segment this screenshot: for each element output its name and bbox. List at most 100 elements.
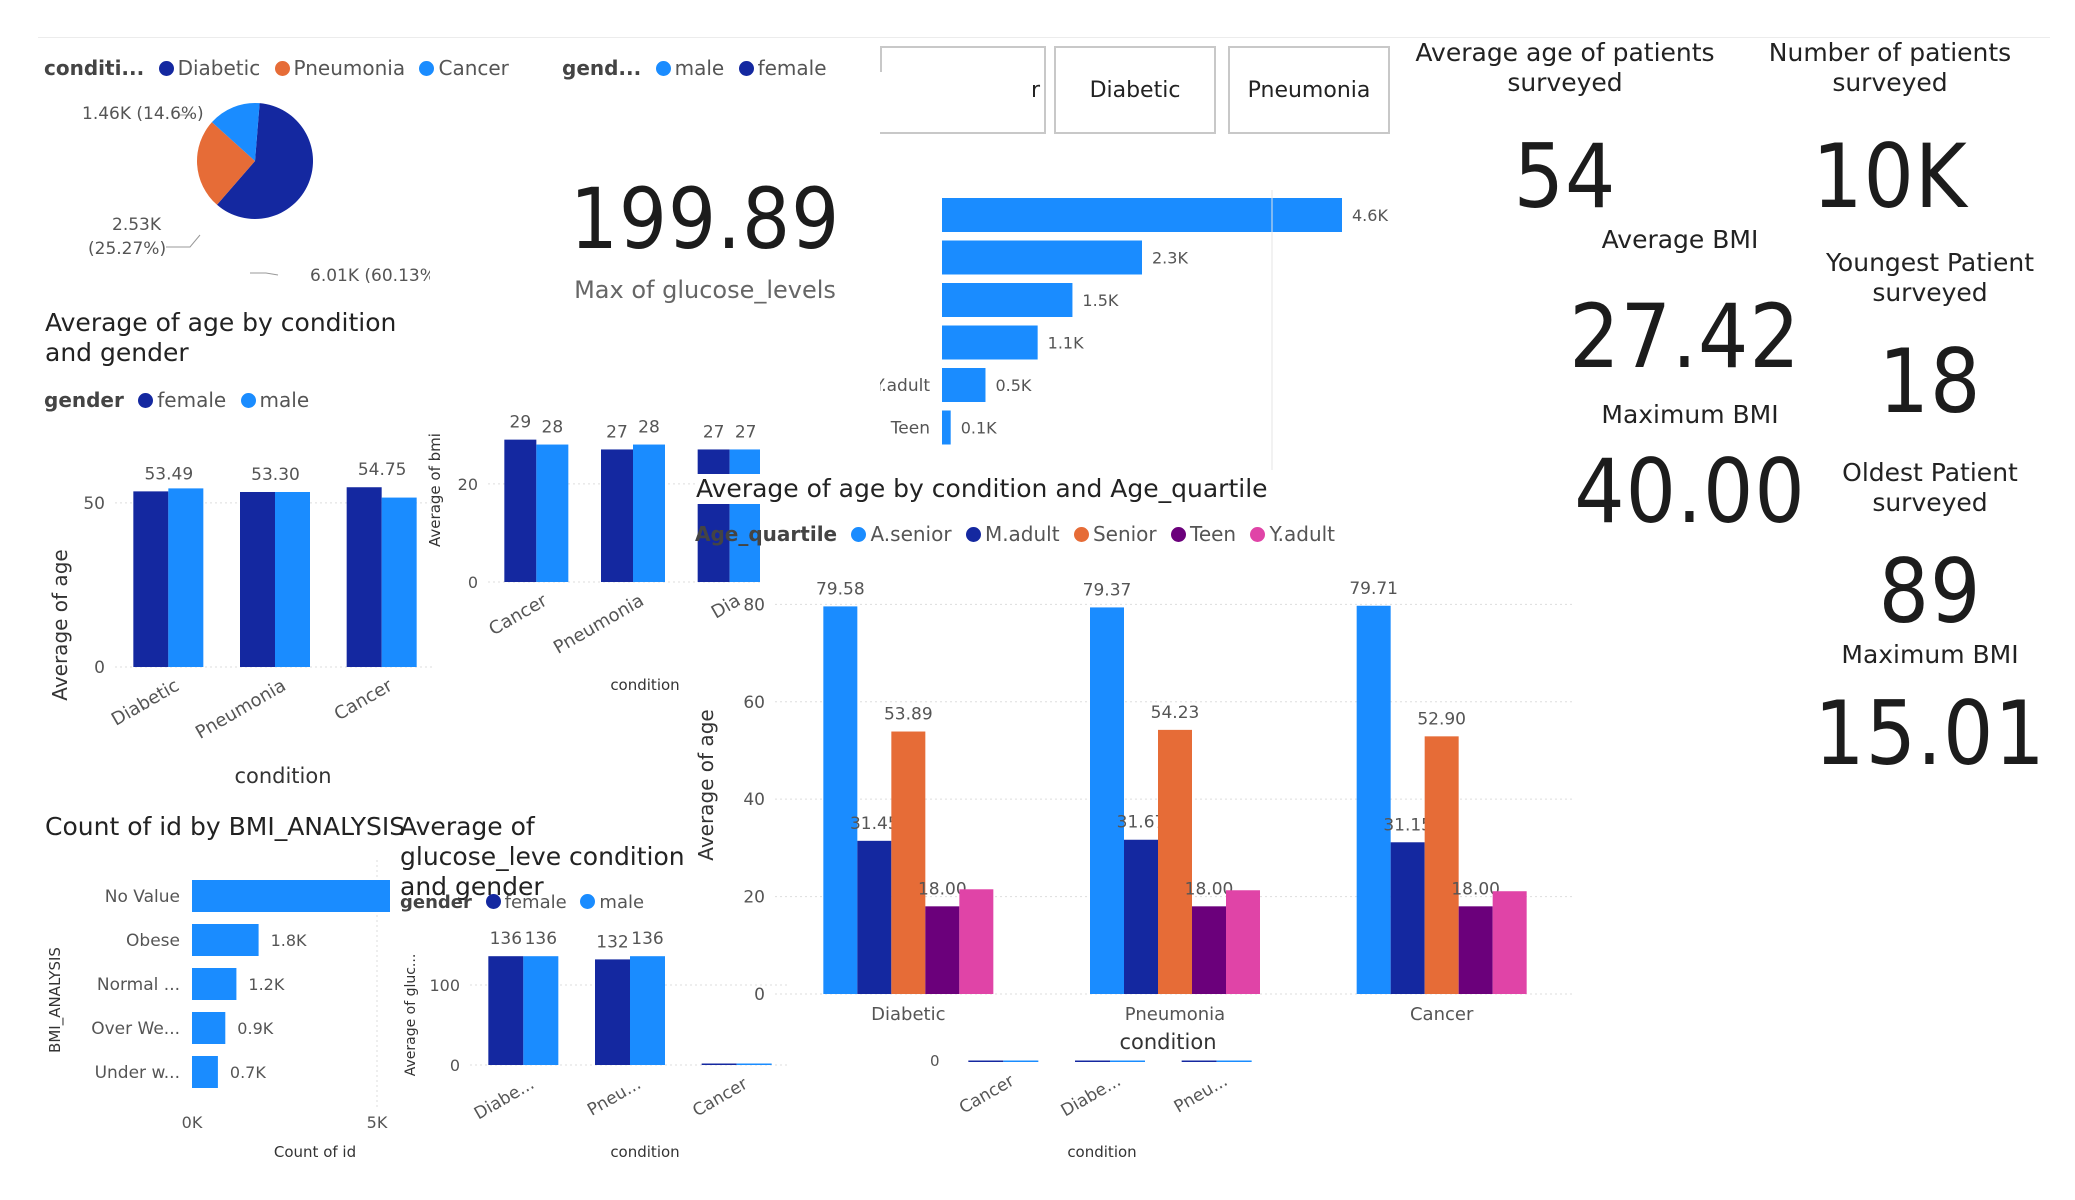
bar-female[interactable] (240, 491, 275, 667)
bar-teen[interactable] (1192, 906, 1226, 994)
quartile-count-label: 0.1K (961, 419, 997, 438)
age-quartile-count-chart[interactable]: 4.6K 2.3K 1.5K 1.1K 0.5K Y.adult 0.1K Teen (880, 190, 1440, 470)
bar-female[interactable] (701, 1063, 737, 1066)
bar-female[interactable] (1075, 1060, 1110, 1063)
quartile-legend-madult[interactable]: M.adult (984, 522, 1060, 546)
bar-female[interactable] (595, 959, 630, 1065)
bar-m-adult[interactable] (1390, 842, 1425, 994)
bar-male[interactable] (630, 956, 665, 1065)
quartile-chart[interactable]: 0 20 40 60 80 79.58 31.45 53.89 18.00 Diabetic 79.… (690, 570, 1590, 1060)
pie-chart[interactable]: 1.46K (14.6%) 2.53K (25.27%) 6.01K (60.1… (70, 95, 430, 295)
quartile-legend-teen[interactable]: Teen (1190, 522, 1237, 546)
pie-slice-pneumonia[interactable] (197, 122, 255, 205)
bar-y-adult[interactable] (1226, 890, 1260, 994)
kpi-youngest-label: Youngest Patient surveyed (1825, 248, 2034, 307)
bar-male[interactable] (729, 449, 760, 582)
bar-female[interactable] (968, 1060, 1004, 1063)
x-tick-label: Diabetic (108, 675, 183, 730)
bmi-analysis-bar[interactable] (192, 1012, 226, 1044)
bar-m-adult[interactable] (1124, 839, 1158, 994)
bmi-analysis-chart[interactable]: No Value Obese 1.8K Normal ... 1.2K Over We..… (40, 860, 400, 1170)
quartile-count-bar[interactable] (942, 410, 951, 445)
bar-male[interactable] (1216, 1060, 1252, 1063)
extra-condition-plot[interactable]: Cancer Diabe... Pneu... (956, 1060, 1252, 1122)
pie-slices[interactable] (197, 103, 313, 219)
bar-male[interactable] (1003, 1060, 1039, 1063)
gender-legend-male[interactable]: male (674, 56, 725, 80)
quartile-count-label: 4.6K (1352, 206, 1388, 225)
bmi-analysis-bar[interactable] (192, 1056, 218, 1088)
legend-dot-icon (580, 894, 596, 909)
kpi-max-bmi2-value: 15.01 (1814, 682, 2046, 785)
bar-female[interactable] (488, 956, 524, 1065)
bar-female[interactable] (1181, 1060, 1217, 1063)
extra-condition-chart[interactable]: Cancer Diabe... Pneu... 0 condition (880, 1040, 1300, 1170)
age-gender-ylabel: Average of age (48, 549, 72, 700)
bar-male[interactable] (381, 497, 417, 667)
bar-a-senior[interactable] (1090, 607, 1124, 994)
quartile-count-bar[interactable] (942, 325, 1038, 360)
slicer-button-pneumonia[interactable]: Pneumonia (1228, 46, 1390, 134)
bar-a-senior[interactable] (823, 606, 858, 994)
bar-male[interactable] (168, 488, 204, 667)
quartile-legend-senior[interactable]: Senior (1092, 522, 1157, 546)
bar-teen[interactable] (925, 906, 960, 994)
pie-legend-cancer[interactable]: Cancer (438, 56, 509, 80)
bar-male[interactable] (1110, 1060, 1145, 1063)
data-label: 53.89 (884, 705, 933, 725)
bar-female[interactable] (346, 487, 382, 667)
pie-legend-pneumonia[interactable]: Pneumonia (293, 56, 406, 80)
pie-label-diabetic: 6.01K (60.13% (310, 266, 430, 286)
pie-legend-diabetic[interactable]: Diabetic (177, 56, 261, 80)
bar-female[interactable] (133, 491, 169, 667)
quartile-plot[interactable]: 0 20 40 60 80 79.58 31.45 53.89 18.00 Diabetic 79.… (743, 579, 1575, 1025)
age-gender-chart[interactable]: 0 50 53.49 Diabetic 53.30 Pneumonia 54.75 Cance… (40, 430, 440, 790)
pie-leader-line (250, 272, 279, 276)
bar-male[interactable] (275, 491, 310, 667)
bar-senior[interactable] (891, 731, 926, 994)
bar-m-adult[interactable] (857, 840, 892, 994)
bar-teen[interactable] (1458, 906, 1493, 994)
bar-a-senior[interactable] (1356, 605, 1391, 994)
quartile-count-bar[interactable] (942, 283, 1073, 317)
bar-female[interactable] (697, 449, 730, 582)
data-label: 28 (638, 418, 660, 438)
bmi-analysis-plot[interactable]: No Value Obese 1.8K Normal ... 1.2K Over We..… (91, 860, 390, 1132)
bar-senior[interactable] (1158, 729, 1192, 994)
y-tick-label: 20 (458, 475, 478, 494)
bmi-analysis-bar[interactable] (192, 968, 237, 1000)
bar-male[interactable] (736, 1063, 772, 1066)
bar-female[interactable] (504, 439, 537, 582)
gender-legend-female[interactable]: female (757, 56, 827, 80)
age-gender-legend-male[interactable]: male (259, 388, 310, 412)
bmi-analysis-bar[interactable] (192, 880, 390, 912)
bar-male[interactable] (536, 444, 569, 582)
y-tick-label: 60 (743, 693, 765, 713)
quartile-count-category: Teen (890, 419, 930, 439)
quartile-legend-asenior[interactable]: A.senior (870, 522, 952, 546)
bar-female[interactable] (601, 449, 633, 582)
bmi-analysis-bar[interactable] (192, 924, 259, 956)
age-quartile-count-bars[interactable]: 4.6K 2.3K 1.5K 1.1K 0.5K Y.adult 0.1K Teen (880, 198, 1388, 445)
slicer-button-diabetic[interactable]: Diabetic (1054, 46, 1216, 134)
bar-senior[interactable] (1424, 736, 1459, 994)
quartile-count-label: 1.5K (1082, 291, 1118, 310)
bar-male[interactable] (633, 444, 665, 582)
quartile-count-bar[interactable] (942, 368, 986, 402)
age-gender-legend-female[interactable]: female (157, 388, 227, 412)
pie-slice-cancer[interactable] (211, 103, 260, 161)
bar-y-adult[interactable] (1492, 891, 1527, 994)
quartile-count-bar[interactable] (942, 198, 1342, 232)
glucose-gender-legend-female[interactable]: female (504, 892, 567, 913)
bar-male[interactable] (523, 956, 559, 1065)
quartile-count-bar[interactable] (942, 240, 1142, 275)
age-gender-plot[interactable]: 0 50 53.49 Diabetic 53.30 Pneumonia 54.75 Cance… (83, 460, 435, 744)
glucose-gender-legend-male[interactable]: male (599, 892, 645, 913)
quartile-legend-yadult[interactable]: Y.adult (1269, 522, 1336, 546)
bar-y-adult[interactable] (959, 889, 994, 994)
age-gender-legend: gender female male (44, 388, 309, 412)
pie-slice-diabetic[interactable] (216, 103, 313, 219)
